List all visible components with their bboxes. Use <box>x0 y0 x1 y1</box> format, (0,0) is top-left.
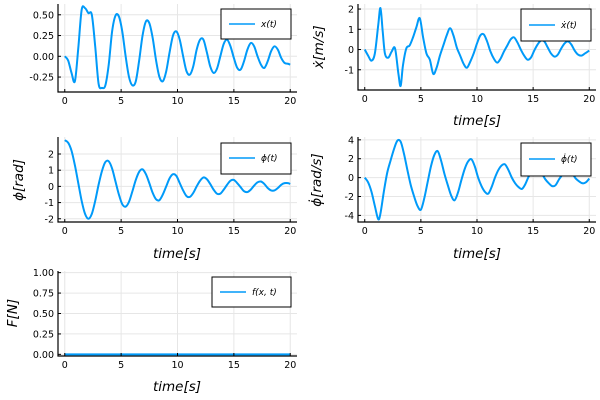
yticks-x: -0.25 0.00 0.25 0.50 <box>29 10 54 83</box>
ytick-label-xdot-3: 2 <box>348 5 354 16</box>
ytick-label-force-0: 0.00 <box>33 350 54 361</box>
ytick-label-phidot-2: 0 <box>348 173 354 184</box>
ytick-label-x-2: 0.25 <box>33 31 54 42</box>
xtick-label-phidot-1: 5 <box>418 226 424 237</box>
ytick-label-phi-2: 0 <box>48 182 54 193</box>
legend-label-xdot: ẋ(t) <box>560 21 577 31</box>
xtick-label-phi-2: 10 <box>171 226 183 237</box>
xtick-label-x-1: 5 <box>118 96 124 107</box>
series-line-phidot <box>363 138 591 221</box>
xtick-label-phi-4: 20 <box>284 226 296 237</box>
xlabel-phi: time[s] <box>153 246 201 262</box>
xtick-label-phidot-3: 15 <box>527 226 539 237</box>
panel-phi: 0 5 10 15 20 -2 -1 0 1 2 time[s] ϕ[rad] … <box>11 137 297 262</box>
yticks-phi: -2 -1 0 1 2 <box>45 150 54 226</box>
xtick-label-x-4: 20 <box>284 96 296 107</box>
xlabel-xdot: time[s] <box>453 113 501 129</box>
legend-label-phidot: ϕ̇(t) <box>561 153 578 165</box>
xtick-label-phi-0: 0 <box>62 226 68 237</box>
xticks-phidot: 0 5 10 15 20 <box>362 226 596 237</box>
panel-x: 0 5 10 15 20 -0.25 0.00 0.25 0.50 x(t) <box>29 4 297 107</box>
legend-label-force: f(x, t) <box>252 288 277 298</box>
xtick-label-xdot-4: 20 <box>583 94 595 105</box>
legend-phi: ϕ(t) <box>220 142 292 175</box>
axes-xdot <box>357 4 596 91</box>
xtick-label-force-0: 0 <box>62 360 68 371</box>
xtick-label-xdot-3: 15 <box>527 94 539 105</box>
ytick-label-x-1: 0.00 <box>33 52 54 63</box>
ytick-label-phi-0: -2 <box>45 214 54 225</box>
axes-phi <box>57 137 297 223</box>
ytick-label-phi-1: -1 <box>45 198 54 209</box>
axes-x <box>57 4 297 93</box>
legend-force: f(x, t) <box>211 276 292 308</box>
panel-phidot: 0 5 10 15 20 -4 -2 0 2 4 time[s] ϕ̇[rad/… <box>308 135 596 262</box>
xtick-label-force-1: 5 <box>118 360 124 371</box>
xtick-label-x-3: 15 <box>228 96 240 107</box>
ytick-label-xdot-1: 0 <box>348 45 354 56</box>
xtick-label-force-3: 15 <box>228 360 240 371</box>
xtick-label-phidot-4: 20 <box>583 226 595 237</box>
panel-force: 0 5 10 15 20 0.00 0.25 0.50 0.75 1.00 ti… <box>5 268 297 395</box>
xtick-label-phi-3: 15 <box>228 226 240 237</box>
series-line-phi <box>64 139 291 220</box>
xtick-label-xdot-0: 0 <box>362 94 368 105</box>
ytick-label-phidot-0: -4 <box>345 211 354 222</box>
ylabel-force: F[N] <box>5 299 21 327</box>
legend-label-x: x(t) <box>260 20 277 30</box>
legend-label-phi: ϕ(t) <box>261 154 278 164</box>
xlabel-phidot: time[s] <box>453 246 501 262</box>
yticks-phidot: -4 -2 0 2 4 <box>345 135 354 222</box>
ytick-label-xdot-2: 1 <box>348 25 354 36</box>
ytick-label-phidot-4: 4 <box>348 135 354 146</box>
xticks-force: 0 5 10 15 20 <box>62 360 297 371</box>
ytick-label-x-3: 0.50 <box>33 10 54 21</box>
ytick-label-force-2: 0.50 <box>33 309 54 320</box>
ylabel-xdot: ẋ[m/s] <box>311 25 327 69</box>
xtick-label-phidot-0: 0 <box>362 226 368 237</box>
xtick-label-x-0: 0 <box>62 96 68 107</box>
xticks-phi: 0 5 10 15 20 <box>62 226 297 237</box>
xtick-label-xdot-2: 10 <box>471 94 483 105</box>
yticks-force: 0.00 0.25 0.50 0.75 1.00 <box>33 268 54 361</box>
axes-force <box>57 271 297 357</box>
xtick-label-force-4: 20 <box>284 360 296 371</box>
legend-phidot: ϕ̇(t) <box>520 142 592 177</box>
axes-phidot <box>357 137 596 223</box>
ytick-label-force-4: 1.00 <box>33 268 54 279</box>
ytick-label-phi-4: 2 <box>48 150 54 161</box>
series-line-x <box>63 5 291 90</box>
xtick-label-x-2: 10 <box>171 96 183 107</box>
legend-xdot: ẋ(t) <box>520 8 592 42</box>
panel-xdot: 0 5 10 15 20 -1 0 1 2 time[s] ẋ[m/s] ẋ(t… <box>311 4 596 129</box>
xticks-xdot: 0 5 10 15 20 <box>362 94 596 105</box>
ytick-label-phidot-1: -2 <box>345 192 354 203</box>
ytick-label-phi-3: 1 <box>48 166 54 177</box>
legend-x: x(t) <box>220 8 292 40</box>
ylabel-phi: ϕ[rad] <box>11 159 27 201</box>
xtick-label-phidot-2: 10 <box>471 226 483 237</box>
xtick-label-phi-1: 5 <box>118 226 124 237</box>
ylabel-phidot: ϕ̇[rad/s] <box>308 153 325 206</box>
ytick-label-force-3: 0.75 <box>33 289 54 300</box>
xtick-label-xdot-1: 5 <box>418 94 424 105</box>
ytick-label-x-0: -0.25 <box>29 73 54 84</box>
xtick-label-force-2: 10 <box>171 360 183 371</box>
xlabel-force: time[s] <box>153 379 201 395</box>
ytick-label-force-1: 0.25 <box>33 329 54 340</box>
xticks-x: 0 5 10 15 20 <box>62 96 297 107</box>
series-line-xdot <box>363 7 590 88</box>
ytick-label-xdot-0: -1 <box>345 65 354 76</box>
yticks-xdot: -1 0 1 2 <box>345 5 354 77</box>
ytick-label-phidot-3: 2 <box>348 154 354 165</box>
